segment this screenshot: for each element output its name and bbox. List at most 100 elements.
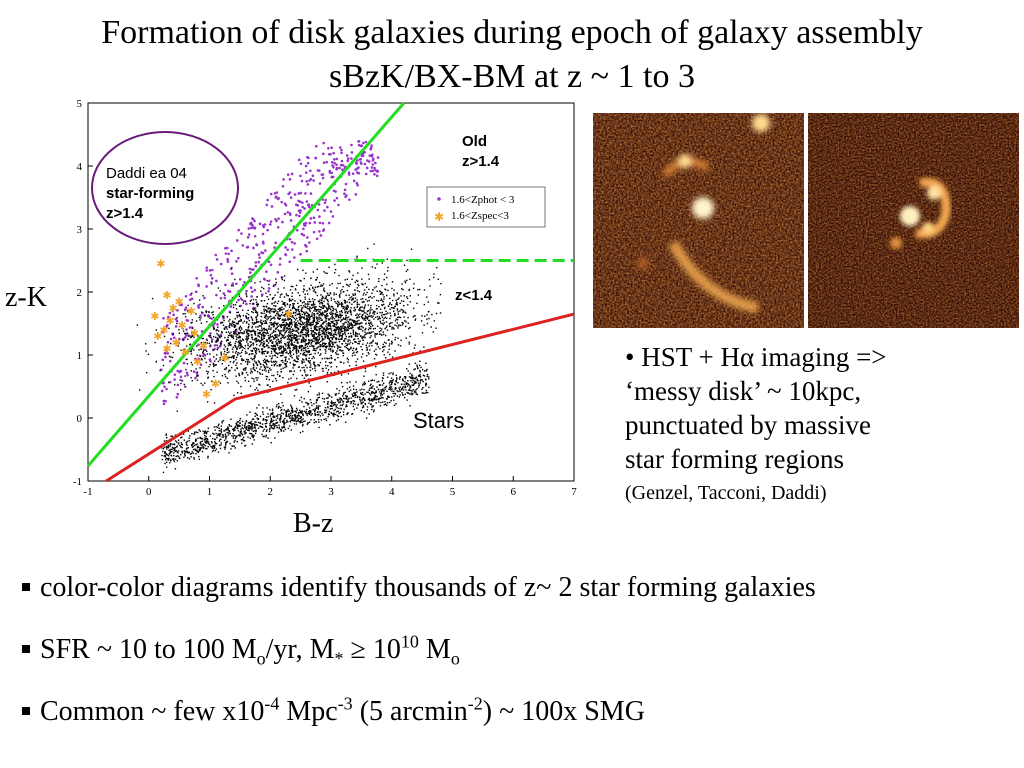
galaxy-point: [191, 332, 193, 334]
galaxy-point: [384, 288, 386, 290]
galaxy-point: [194, 329, 196, 331]
zphot-point: [261, 240, 265, 244]
galaxy-point: [287, 331, 290, 334]
galaxy-point: [330, 305, 332, 308]
galaxy-point: [342, 285, 344, 288]
galaxy-point: [391, 321, 393, 324]
galaxy-point: [280, 330, 283, 332]
galaxy-point: [431, 313, 433, 316]
galaxy-point: [324, 364, 327, 367]
galaxy-point: [376, 316, 379, 318]
galaxy-point: [257, 334, 259, 336]
galaxy-point: [303, 311, 305, 314]
galaxy-point: [315, 317, 318, 320]
galaxy-point: [390, 304, 393, 306]
galaxy-point: [255, 337, 258, 340]
galaxy-point: [342, 333, 344, 335]
galaxy-point: [266, 359, 268, 361]
galaxy-point: [246, 329, 249, 332]
galaxy-point: [312, 300, 314, 303]
galaxy-point: [299, 319, 301, 321]
galaxy-point: [244, 379, 247, 382]
galaxy-point: [385, 321, 388, 323]
galaxy-point: [324, 333, 326, 335]
galaxy-point: [238, 332, 240, 335]
galaxy-point: [357, 314, 360, 316]
zphot-point: [222, 292, 226, 295]
galaxy-point: [255, 377, 257, 379]
star-point: [196, 446, 199, 449]
galaxy-point: [162, 364, 165, 367]
star-point: [192, 445, 194, 448]
star-point: [414, 362, 417, 365]
star-point: [269, 415, 272, 417]
star-point: [172, 447, 175, 449]
zphot-point: [360, 154, 364, 158]
galaxy-point: [388, 345, 390, 347]
star-point: [392, 379, 395, 381]
galaxy-point: [343, 340, 346, 342]
star-point: [392, 373, 394, 376]
zphot-point: [372, 157, 375, 161]
zphot-point: [258, 222, 262, 226]
star-point: [382, 382, 385, 385]
galaxy-point: [426, 314, 428, 316]
galaxy-point: [260, 312, 262, 314]
star-point: [299, 417, 301, 420]
zphot-point: [308, 241, 311, 244]
zphot-point: [335, 166, 339, 170]
galaxy-point: [300, 346, 302, 348]
galaxy-point: [292, 305, 294, 308]
galaxy-point: [314, 303, 316, 306]
galaxy-point: [325, 314, 328, 316]
star-point: [188, 451, 191, 454]
galaxy-point: [230, 335, 233, 338]
star-point: [328, 395, 330, 397]
galaxy-point: [246, 363, 249, 366]
star-point: [180, 437, 182, 439]
star-point: [373, 409, 375, 411]
galaxy-point: [307, 313, 310, 316]
galaxy-point: [289, 347, 291, 349]
galaxy-point: [270, 339, 273, 341]
star-point: [218, 430, 221, 432]
star-point: [395, 381, 398, 383]
galaxy-point: [337, 315, 340, 317]
galaxy-point: [293, 337, 295, 340]
star-point: [214, 449, 217, 452]
galaxy-point: [280, 368, 282, 370]
star-point: [235, 436, 237, 438]
zphot-point: [173, 373, 177, 376]
galaxy-point: [337, 316, 340, 319]
star-point: [297, 414, 300, 417]
galaxy-point: [406, 269, 409, 271]
star-point: [202, 430, 204, 433]
star-point: [373, 392, 376, 394]
galaxy-point: [269, 322, 271, 324]
star-point: [177, 455, 180, 458]
star-point: [289, 417, 291, 419]
galaxy-point: [265, 311, 268, 313]
galaxy-point: [313, 316, 315, 318]
zphot-point: [364, 140, 368, 144]
galaxy-point: [322, 289, 325, 291]
galaxy-point: [266, 352, 269, 355]
star-point: [245, 428, 248, 430]
galaxy-point: [316, 294, 319, 297]
galaxy-point: [351, 324, 353, 326]
galaxy-point: [203, 314, 206, 317]
star-point: [289, 414, 292, 417]
galaxy-point: [362, 339, 364, 341]
galaxy-point: [247, 329, 250, 331]
galaxy-point: [315, 309, 318, 311]
galaxy-point: [195, 320, 198, 322]
galaxy-point: [345, 337, 347, 340]
star-point: [310, 419, 312, 421]
slide-title-line2: sBzK/BX-BM at z ~ 1 to 3: [329, 58, 695, 95]
galaxy-point: [352, 274, 354, 277]
star-point: [167, 458, 170, 460]
zphot-point: [279, 257, 282, 260]
star-point: [180, 441, 182, 444]
star-point: [269, 409, 271, 411]
galaxy-point: [332, 320, 334, 323]
